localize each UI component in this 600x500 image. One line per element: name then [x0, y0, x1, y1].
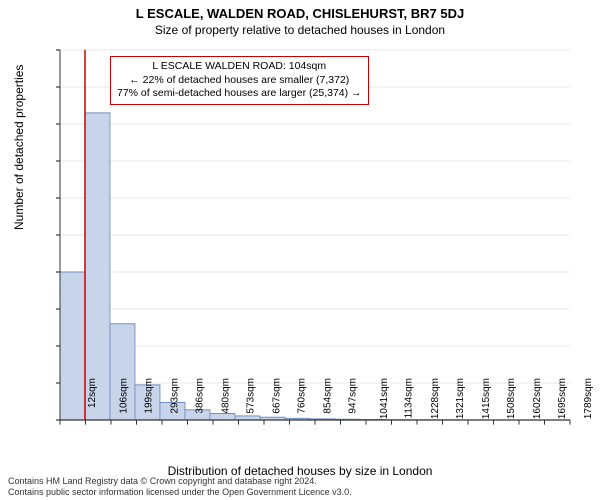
- x-tick-labels: 12sqm 106sqm 199sqm 293sqm 386sqm 480sqm 573sq…: [60, 372, 570, 422]
- x-tick: 573sqm: [246, 378, 257, 414]
- x-tick: 199sqm: [144, 378, 155, 414]
- histogram-plot: [60, 50, 570, 420]
- x-tick: 1134sqm: [403, 378, 414, 418]
- footer-line-1: Contains HM Land Registry data © Crown c…: [8, 476, 352, 487]
- footer-attribution: Contains HM Land Registry data © Crown c…: [8, 476, 352, 498]
- y-tick-labels: 0200040006000800010000120001400016000180…: [0, 50, 60, 370]
- footer-line-2: Contains public sector information licen…: [8, 487, 352, 498]
- x-tick: 386sqm: [195, 378, 206, 414]
- x-tick: 1602sqm: [532, 378, 543, 419]
- x-tick: 1789sqm: [583, 378, 594, 419]
- x-tick: 1041sqm: [379, 378, 390, 419]
- chart-subtitle: Size of property relative to detached ho…: [0, 21, 600, 41]
- annotation-line-2: ← 22% of detached houses are smaller (7,…: [117, 74, 362, 88]
- x-tick: 1508sqm: [506, 378, 517, 419]
- x-tick: 854sqm: [322, 378, 333, 414]
- x-tick: 106sqm: [118, 378, 129, 414]
- x-tick: 1695sqm: [557, 378, 568, 419]
- x-tick: 760sqm: [297, 378, 308, 414]
- x-tick: 12sqm: [87, 378, 98, 408]
- x-tick: 667sqm: [271, 378, 282, 414]
- x-tick: 1321sqm: [455, 378, 466, 419]
- annotation-line-3: 77% of semi-detached houses are larger (…: [117, 87, 362, 101]
- x-tick: 480sqm: [220, 378, 231, 414]
- annotation-box: L ESCALE WALDEN ROAD: 104sqm ← 22% of de…: [110, 56, 369, 105]
- x-tick: 1228sqm: [430, 378, 441, 419]
- x-tick: 947sqm: [348, 378, 359, 414]
- x-tick: 1415sqm: [481, 378, 492, 419]
- chart-area: [60, 50, 570, 420]
- chart-title: L ESCALE, WALDEN ROAD, CHISLEHURST, BR7 …: [0, 0, 600, 21]
- annotation-line-1: L ESCALE WALDEN ROAD: 104sqm: [117, 60, 362, 74]
- x-tick: 293sqm: [169, 378, 180, 414]
